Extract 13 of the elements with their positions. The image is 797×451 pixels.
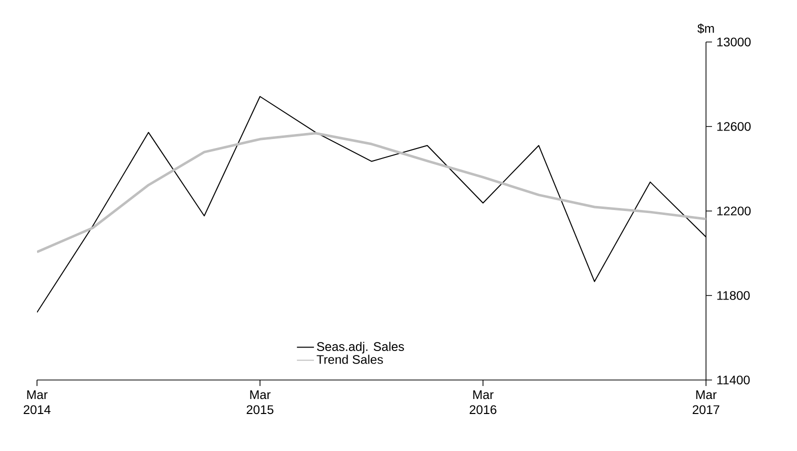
x-tick-label: Mar 2014 xyxy=(24,390,51,414)
y-axis-title: $m xyxy=(697,24,714,34)
x-tick-label: Mar 2016 xyxy=(470,390,496,414)
x-tick-label: Mar 2017 xyxy=(692,390,720,414)
y-tick-label: 12600 xyxy=(717,122,751,131)
x-tick-label: Mar 2015 xyxy=(246,390,274,414)
y-tick-label: 13000 xyxy=(717,38,751,46)
legend-label: Trend Sales xyxy=(316,354,383,364)
y-tick-label: 11800 xyxy=(717,291,750,300)
y-tick-label: 12200 xyxy=(717,206,751,216)
y-tick-label: 11400 xyxy=(717,376,750,384)
line-series xyxy=(37,132,706,254)
legend-label: Seas.adj. Sales xyxy=(316,342,404,354)
